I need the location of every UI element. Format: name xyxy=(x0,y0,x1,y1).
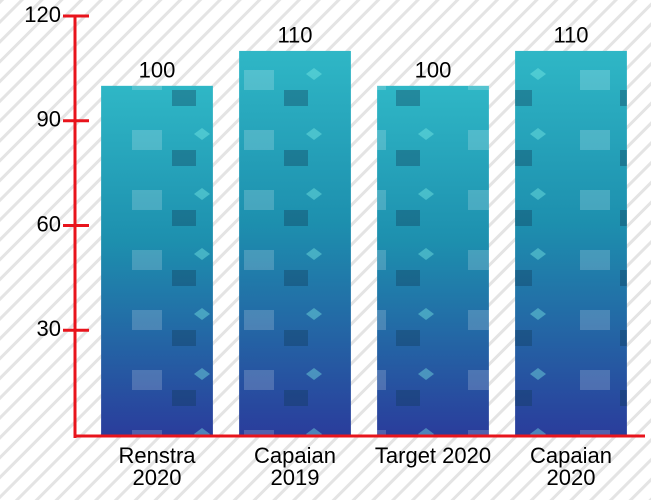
bar-texture xyxy=(101,86,213,435)
chart-svg: 100 110 100 110 30 60 90 120 xyxy=(0,0,651,500)
y-tick-label: 30 xyxy=(37,316,61,341)
value-label: 100 xyxy=(415,58,452,83)
y-tick-label: 60 xyxy=(37,211,61,236)
value-label: 110 xyxy=(277,23,312,48)
y-tick-label: 120 xyxy=(24,2,61,27)
bar-texture xyxy=(515,51,627,435)
chart: 100 110 100 110 30 60 90 120 Renstra 2020 Capaia… xyxy=(0,0,651,500)
value-label: 100 xyxy=(139,58,176,83)
y-tick-label: 90 xyxy=(37,107,61,132)
bar-texture xyxy=(239,51,351,435)
x-tick-label: Target 2020 xyxy=(373,445,493,467)
bar-texture xyxy=(377,86,489,435)
x-tick-label: Capaian 2019 xyxy=(235,445,355,489)
x-tick-label: Renstra 2020 xyxy=(97,445,217,489)
x-tick-label: Capaian 2020 xyxy=(511,445,631,489)
value-label: 110 xyxy=(553,23,588,48)
